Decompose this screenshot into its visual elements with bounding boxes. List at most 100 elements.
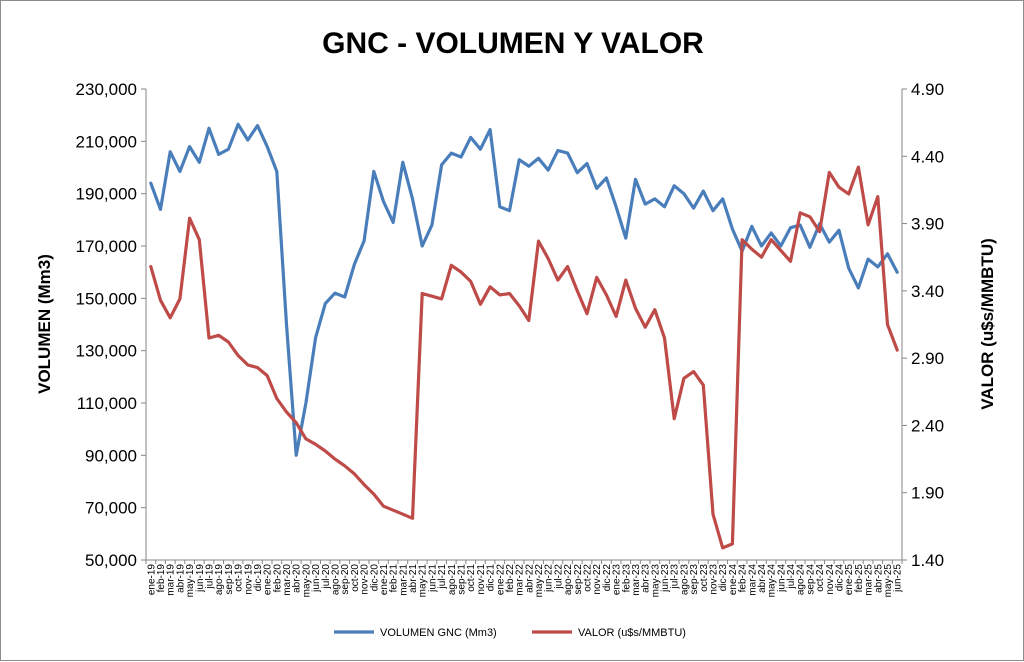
x-tick-label: sep-21 <box>457 564 468 595</box>
x-tick-label: feb-25 <box>854 564 865 593</box>
chart-title: GNC - VOLUMEN Y VALOR <box>322 27 704 60</box>
x-tick-label: dic-23 <box>718 564 729 592</box>
x-ticks: ene-19feb-19mar-19abr-19may-19jun-19jul-… <box>145 560 904 598</box>
x-tick-label: may-25 <box>883 564 894 598</box>
x-tick-label: ago-20 <box>331 564 342 596</box>
x-tick-label: may-24 <box>767 564 778 598</box>
series-line-2 <box>149 165 899 550</box>
x-tick-label: dic-24 <box>835 564 846 592</box>
y-left-tick-label: 210,000 <box>76 132 137 151</box>
x-tick-label: jul-19 <box>205 564 216 590</box>
x-tick-label: jul-24 <box>786 564 797 590</box>
x-tick-label: nov-22 <box>592 564 603 595</box>
x-tick-label: oct-24 <box>815 564 826 592</box>
x-tick-label: sep-24 <box>805 564 816 595</box>
x-tick-label: sep-23 <box>689 564 700 595</box>
x-tick-label: jul-23 <box>670 564 681 590</box>
y-right-tick-label: 2.40 <box>911 416 944 435</box>
y-left-tick-label: 50,000 <box>85 551 137 570</box>
x-tick-label: dic-21 <box>486 564 497 592</box>
x-tick-label: ene-23 <box>612 564 623 596</box>
x-tick-label: abr-23 <box>641 564 652 593</box>
y-right-ticks: 1.40 1.90 2.40 2.90 3.40 3.90 4.40 4.90 <box>902 80 944 570</box>
x-tick-label: mar-23 <box>631 564 642 596</box>
y-axis-left-title: VOLUMEN (Mm3) <box>35 254 54 394</box>
x-tick-label: mar-19 <box>166 564 177 596</box>
x-tick-label: mar-21 <box>398 564 409 596</box>
y-left-tick-label: 230,000 <box>76 80 137 99</box>
y-left-ticks: 50,000 70,000 90,000 110,000 130,000 150,000 1… <box>76 80 146 570</box>
y-right-tick-label: 3.90 <box>911 215 944 234</box>
legend-label-1: VOLUMEN GNC (Mm3) <box>380 627 497 639</box>
x-tick-label: ago-24 <box>796 564 807 596</box>
x-tick-label: abr-24 <box>757 564 768 593</box>
x-tick-label: mar-24 <box>747 564 758 596</box>
y-right-tick-label: 2.90 <box>911 349 944 368</box>
x-tick-label: abr-20 <box>292 564 303 593</box>
x-tick-label: nov-23 <box>709 564 720 595</box>
x-tick-label: abr-25 <box>873 564 884 593</box>
x-tick-label: jun-25 <box>893 564 904 593</box>
x-tick-label: jun-22 <box>544 564 555 593</box>
x-tick-label: oct-21 <box>466 564 477 592</box>
legend-label-2: VALOR (u$s/MMBTU) <box>578 627 686 639</box>
x-tick-label: sep-19 <box>224 564 235 595</box>
series-layer <box>149 122 899 550</box>
x-tick-label: feb-24 <box>738 564 749 593</box>
y-left-tick-label: 170,000 <box>76 237 137 256</box>
x-tick-label: jul-20 <box>321 564 332 590</box>
x-tick-label: may-22 <box>534 564 545 598</box>
x-tick-label: oct-23 <box>699 564 710 592</box>
x-tick-label: mar-20 <box>282 564 293 596</box>
y-left-tick-label: 190,000 <box>76 185 137 204</box>
x-tick-label: jul-22 <box>553 564 564 590</box>
y-right-tick-label: 1.40 <box>911 551 944 570</box>
x-tick-label: may-21 <box>418 564 429 598</box>
y-left-tick-label: 110,000 <box>77 394 137 413</box>
x-tick-label: ene-21 <box>379 564 390 596</box>
x-tick-label: jun-19 <box>195 564 206 593</box>
x-tick-label: nov-24 <box>825 564 836 595</box>
x-tick-label: may-19 <box>185 564 196 598</box>
x-tick-label: jun-20 <box>311 564 322 593</box>
x-tick-label: ago-23 <box>679 564 690 596</box>
x-tick-label: nov-19 <box>243 564 254 595</box>
y-right-tick-label: 4.90 <box>911 80 944 99</box>
y-left-tick-label: 70,000 <box>85 499 137 518</box>
x-tick-label: ago-22 <box>563 564 574 596</box>
x-tick-label: feb-21 <box>389 564 400 593</box>
x-tick-label: ene-24 <box>728 564 739 596</box>
x-tick-label: may-20 <box>301 564 312 598</box>
x-tick-label: ene-19 <box>146 564 157 596</box>
x-tick-label: sep-22 <box>573 564 584 595</box>
series-line-1 <box>149 122 899 457</box>
x-tick-label: nov-21 <box>476 564 487 595</box>
x-tick-label: abr-22 <box>524 564 535 593</box>
x-tick-label: dic-20 <box>369 564 380 592</box>
x-tick-label: jun-23 <box>660 564 671 593</box>
x-tick-label: sep-20 <box>340 564 351 595</box>
x-tick-label: oct-19 <box>234 564 245 592</box>
x-tick-label: dic-19 <box>253 564 264 592</box>
x-tick-label: ene-22 <box>495 564 506 596</box>
x-tick-label: jul-21 <box>437 564 448 590</box>
y-left-tick-label: 130,000 <box>76 342 137 361</box>
x-tick-label: feb-22 <box>505 564 516 593</box>
y-right-tick-label: 1.90 <box>911 484 944 503</box>
x-tick-label: oct-20 <box>350 564 361 592</box>
x-tick-label: jun-21 <box>427 564 438 593</box>
x-tick-label: abr-21 <box>408 564 419 593</box>
y-axis-right-title: VALOR (u$s/MMBTU) <box>978 238 997 410</box>
y-right-tick-label: 3.40 <box>911 282 944 301</box>
x-tick-label: may-23 <box>650 564 661 598</box>
x-tick-label: nov-20 <box>360 564 371 595</box>
y-right-tick-label: 4.40 <box>911 147 944 166</box>
x-tick-label: ago-21 <box>447 564 458 596</box>
x-tick-label: ago-19 <box>214 564 225 596</box>
x-tick-label: oct-22 <box>583 564 594 592</box>
x-tick-label: ene-20 <box>263 564 274 596</box>
legend: VOLUMEN GNC (Mm3) VALOR (u$s/MMBTU) <box>334 627 686 639</box>
x-tick-label: mar-25 <box>864 564 875 596</box>
